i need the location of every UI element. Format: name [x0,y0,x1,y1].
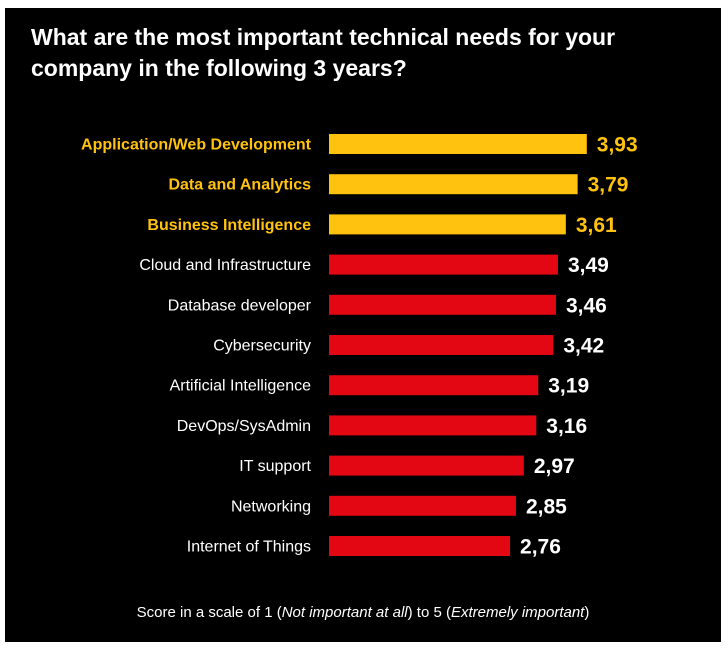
bar [329,335,554,355]
category-label: DevOps/SysAdmin [177,418,311,435]
footnote-middle: ) to 5 ( [407,604,451,621]
category-label: Cloud and Infrastructure [139,257,311,274]
category-label: Artificial Intelligence [170,378,312,395]
value-label: 3,42 [563,335,604,358]
category-label: Business Intelligence [147,217,311,234]
footnote-suffix: ) [584,604,590,621]
footnote-prefix: Score in a scale of 1 ( [136,604,282,621]
footnote-high: Extremely important [450,604,585,621]
category-label: Application/Web Development [81,137,312,154]
bar [329,134,587,154]
chart-title: What are the most important technical ne… [31,24,616,81]
value-label: 3,93 [597,134,638,157]
value-label: 3,79 [588,174,629,197]
value-label: 3,16 [546,415,587,438]
value-label: 2,97 [534,455,575,478]
bar [329,455,524,476]
value-label: 3,46 [566,294,607,317]
bar [329,174,578,195]
category-label: Internet of Things [187,539,311,556]
bar [329,415,537,436]
bar [329,214,566,235]
chart-footnote: Score in a scale of 1 (Not important at … [5,604,721,621]
value-label: 2,85 [526,495,567,518]
bar [329,495,516,516]
category-label: Cybersecurity [213,338,311,355]
value-label: 3,19 [548,375,589,398]
value-label: 3,61 [576,214,617,237]
bar [329,254,558,275]
bar [329,294,556,315]
category-label: Data and Analytics [168,177,311,194]
value-label: 3,49 [568,254,609,277]
chart-panel: What are the most important technical ne… [5,8,721,642]
category-label: Networking [231,498,311,515]
value-label: 2,76 [520,536,561,559]
bar [329,375,539,396]
category-label: Database developer [168,297,312,314]
bar-chart: Application/Web Development 3,93 Data and … [81,134,638,559]
bar [329,536,511,556]
category-label: IT support [239,458,311,475]
footnote-low: Not important at all [281,604,408,621]
